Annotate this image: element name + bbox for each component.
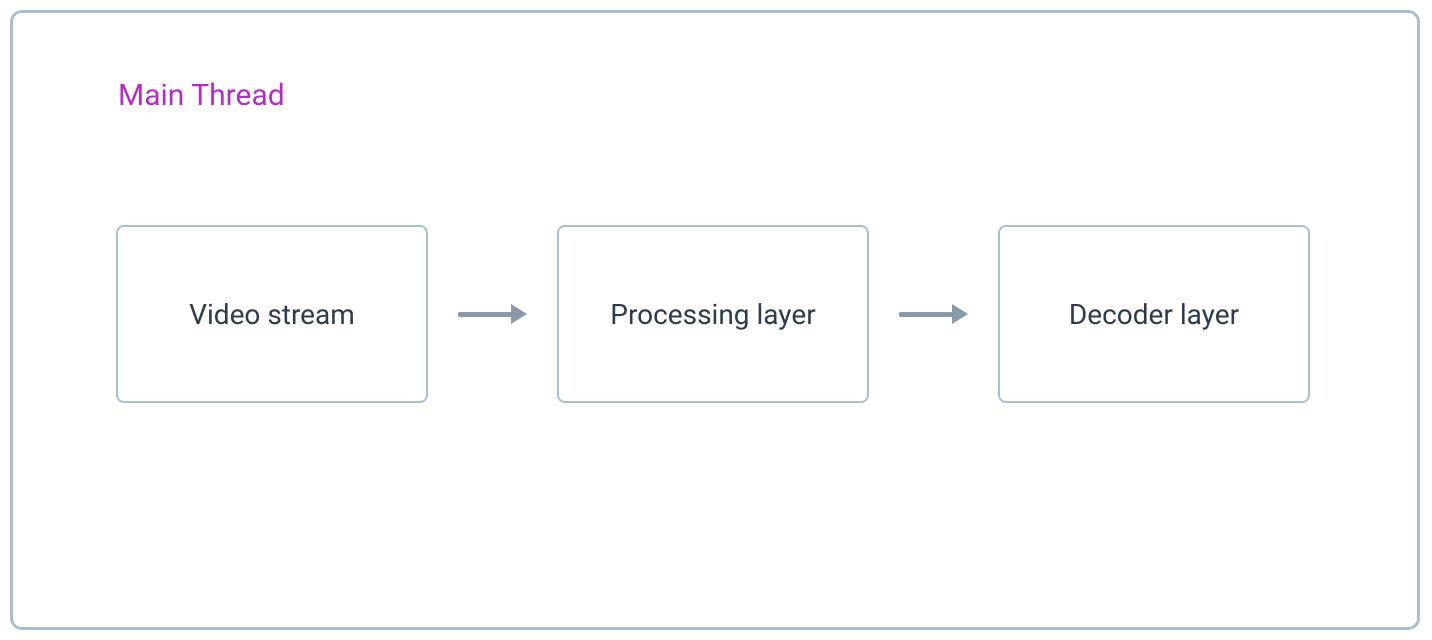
arrow-head-icon [511, 304, 527, 324]
arrow-1 [458, 304, 527, 324]
flow-container: Video stream Processing layer Decoder la… [116, 225, 1310, 403]
node-label: Decoder layer [1069, 298, 1239, 331]
node-label: Video stream [189, 298, 355, 331]
arrow-line-icon [899, 312, 953, 317]
arrow-head-icon [952, 304, 968, 324]
node-processing-layer: Processing layer [557, 225, 869, 403]
arrow-2 [899, 304, 968, 324]
node-label: Processing layer [610, 298, 815, 331]
node-decoder-layer: Decoder layer [998, 225, 1310, 403]
diagram-title: Main Thread [118, 78, 285, 113]
arrow-line-icon [458, 312, 512, 317]
node-video-stream: Video stream [116, 225, 428, 403]
